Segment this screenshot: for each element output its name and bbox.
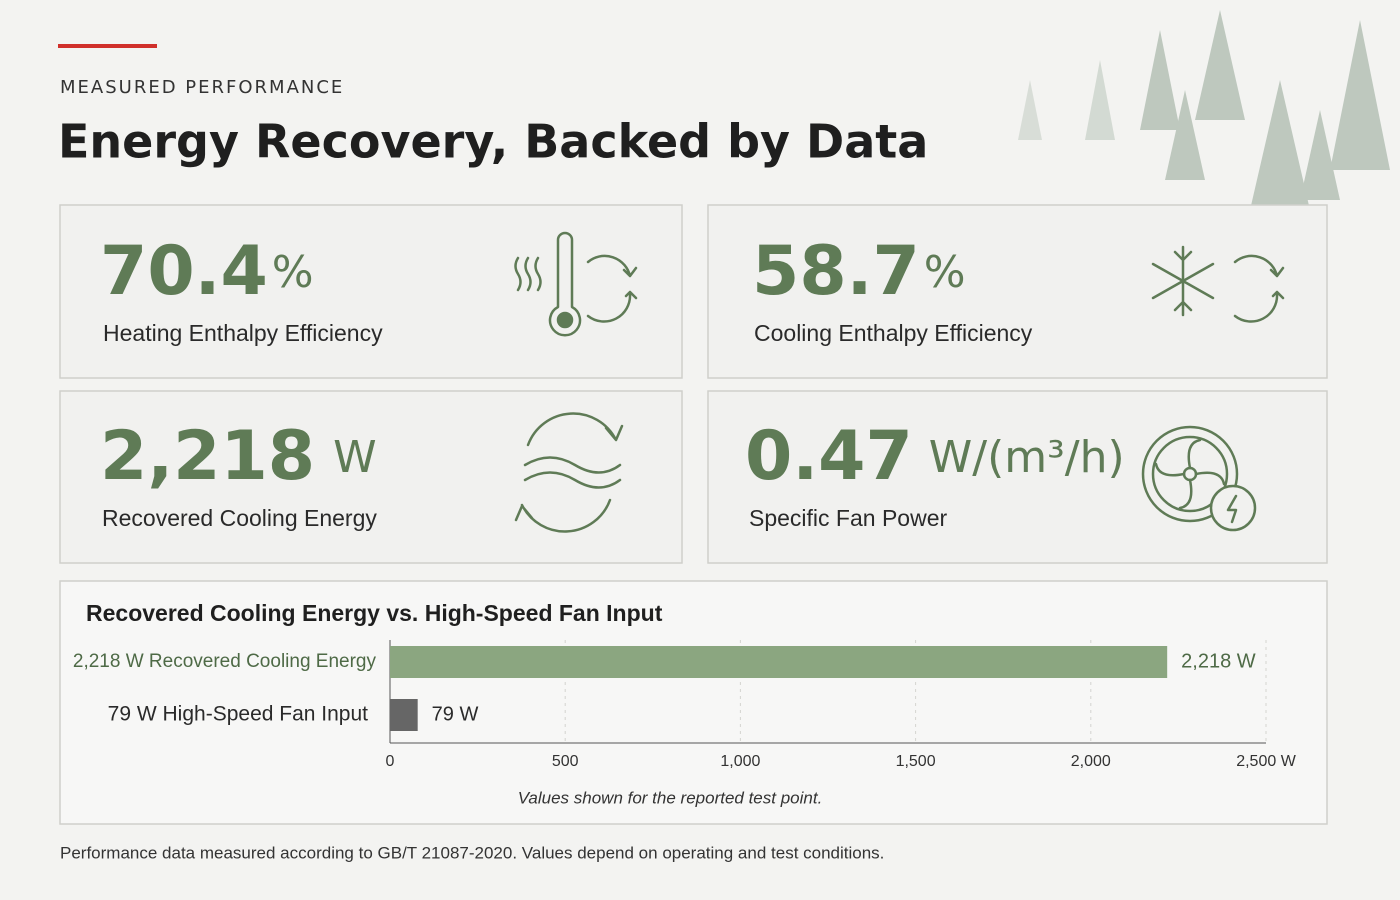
x-tick-label: 1,500 xyxy=(896,753,936,770)
metric-number: 58.7 xyxy=(752,232,920,311)
bar xyxy=(390,646,1168,678)
airflow-icon xyxy=(514,412,624,533)
category-label: 2,218 W Recovered Cooling Energy xyxy=(73,651,377,672)
accent-bar xyxy=(58,44,157,48)
page-title: Energy Recovery, Backed by Data xyxy=(58,115,928,169)
cooling-icon xyxy=(1151,245,1285,323)
x-tick-label: 2,000 xyxy=(1071,753,1111,770)
metric-value: 2,218 W xyxy=(100,417,377,496)
x-tick-label: 500 xyxy=(552,753,579,770)
card xyxy=(59,390,683,564)
metric-number: 0.47 xyxy=(745,417,913,496)
metric-value: 0.47 W/(m³/h) xyxy=(745,417,1125,496)
category-label: 79 W High-Speed Fan Input xyxy=(108,703,368,726)
x-tick-label: 1,000 xyxy=(720,753,760,770)
metric-label: Cooling Enthalpy Efficiency xyxy=(754,320,1033,346)
x-tick-label: 0 xyxy=(386,753,395,770)
metric-value: 70.4% xyxy=(100,232,314,311)
metric-unit: W xyxy=(333,432,377,483)
metric-unit: % xyxy=(924,247,966,298)
plot: 0 500 1,000 1,500 2,000 2,500 W 2,218 W Recove… xyxy=(73,640,1297,770)
chart-caption: Values shown for the reported test point… xyxy=(518,788,823,807)
bar xyxy=(390,699,418,731)
value-label: 2,218 W xyxy=(1181,650,1256,672)
metric-unit: W/(m³/h) xyxy=(929,432,1125,483)
metric-label: Specific Fan Power xyxy=(749,505,947,531)
metric-label: Recovered Cooling Energy xyxy=(102,505,377,531)
heating-icon xyxy=(514,231,638,337)
fan-icon xyxy=(1141,425,1257,532)
metric-number: 2,218 xyxy=(100,417,315,496)
footnote: Performance data measured according to G… xyxy=(60,843,884,862)
chart-panel xyxy=(59,580,1328,825)
card xyxy=(707,204,1328,379)
eyebrow: MEASURED PERFORMANCE xyxy=(60,77,344,98)
card xyxy=(707,390,1328,564)
value-label: 79 W xyxy=(432,703,479,725)
chart-title: Recovered Cooling Energy vs. High-Speed … xyxy=(86,600,663,626)
metric-number: 70.4 xyxy=(100,232,268,311)
card xyxy=(59,204,683,379)
x-tick-label: 2,500 W xyxy=(1236,753,1296,770)
metric-unit: % xyxy=(272,247,314,298)
trees xyxy=(1018,10,1390,210)
metric-value: 58.7% xyxy=(752,232,966,311)
metric-label: Heating Enthalpy Efficiency xyxy=(103,320,383,346)
